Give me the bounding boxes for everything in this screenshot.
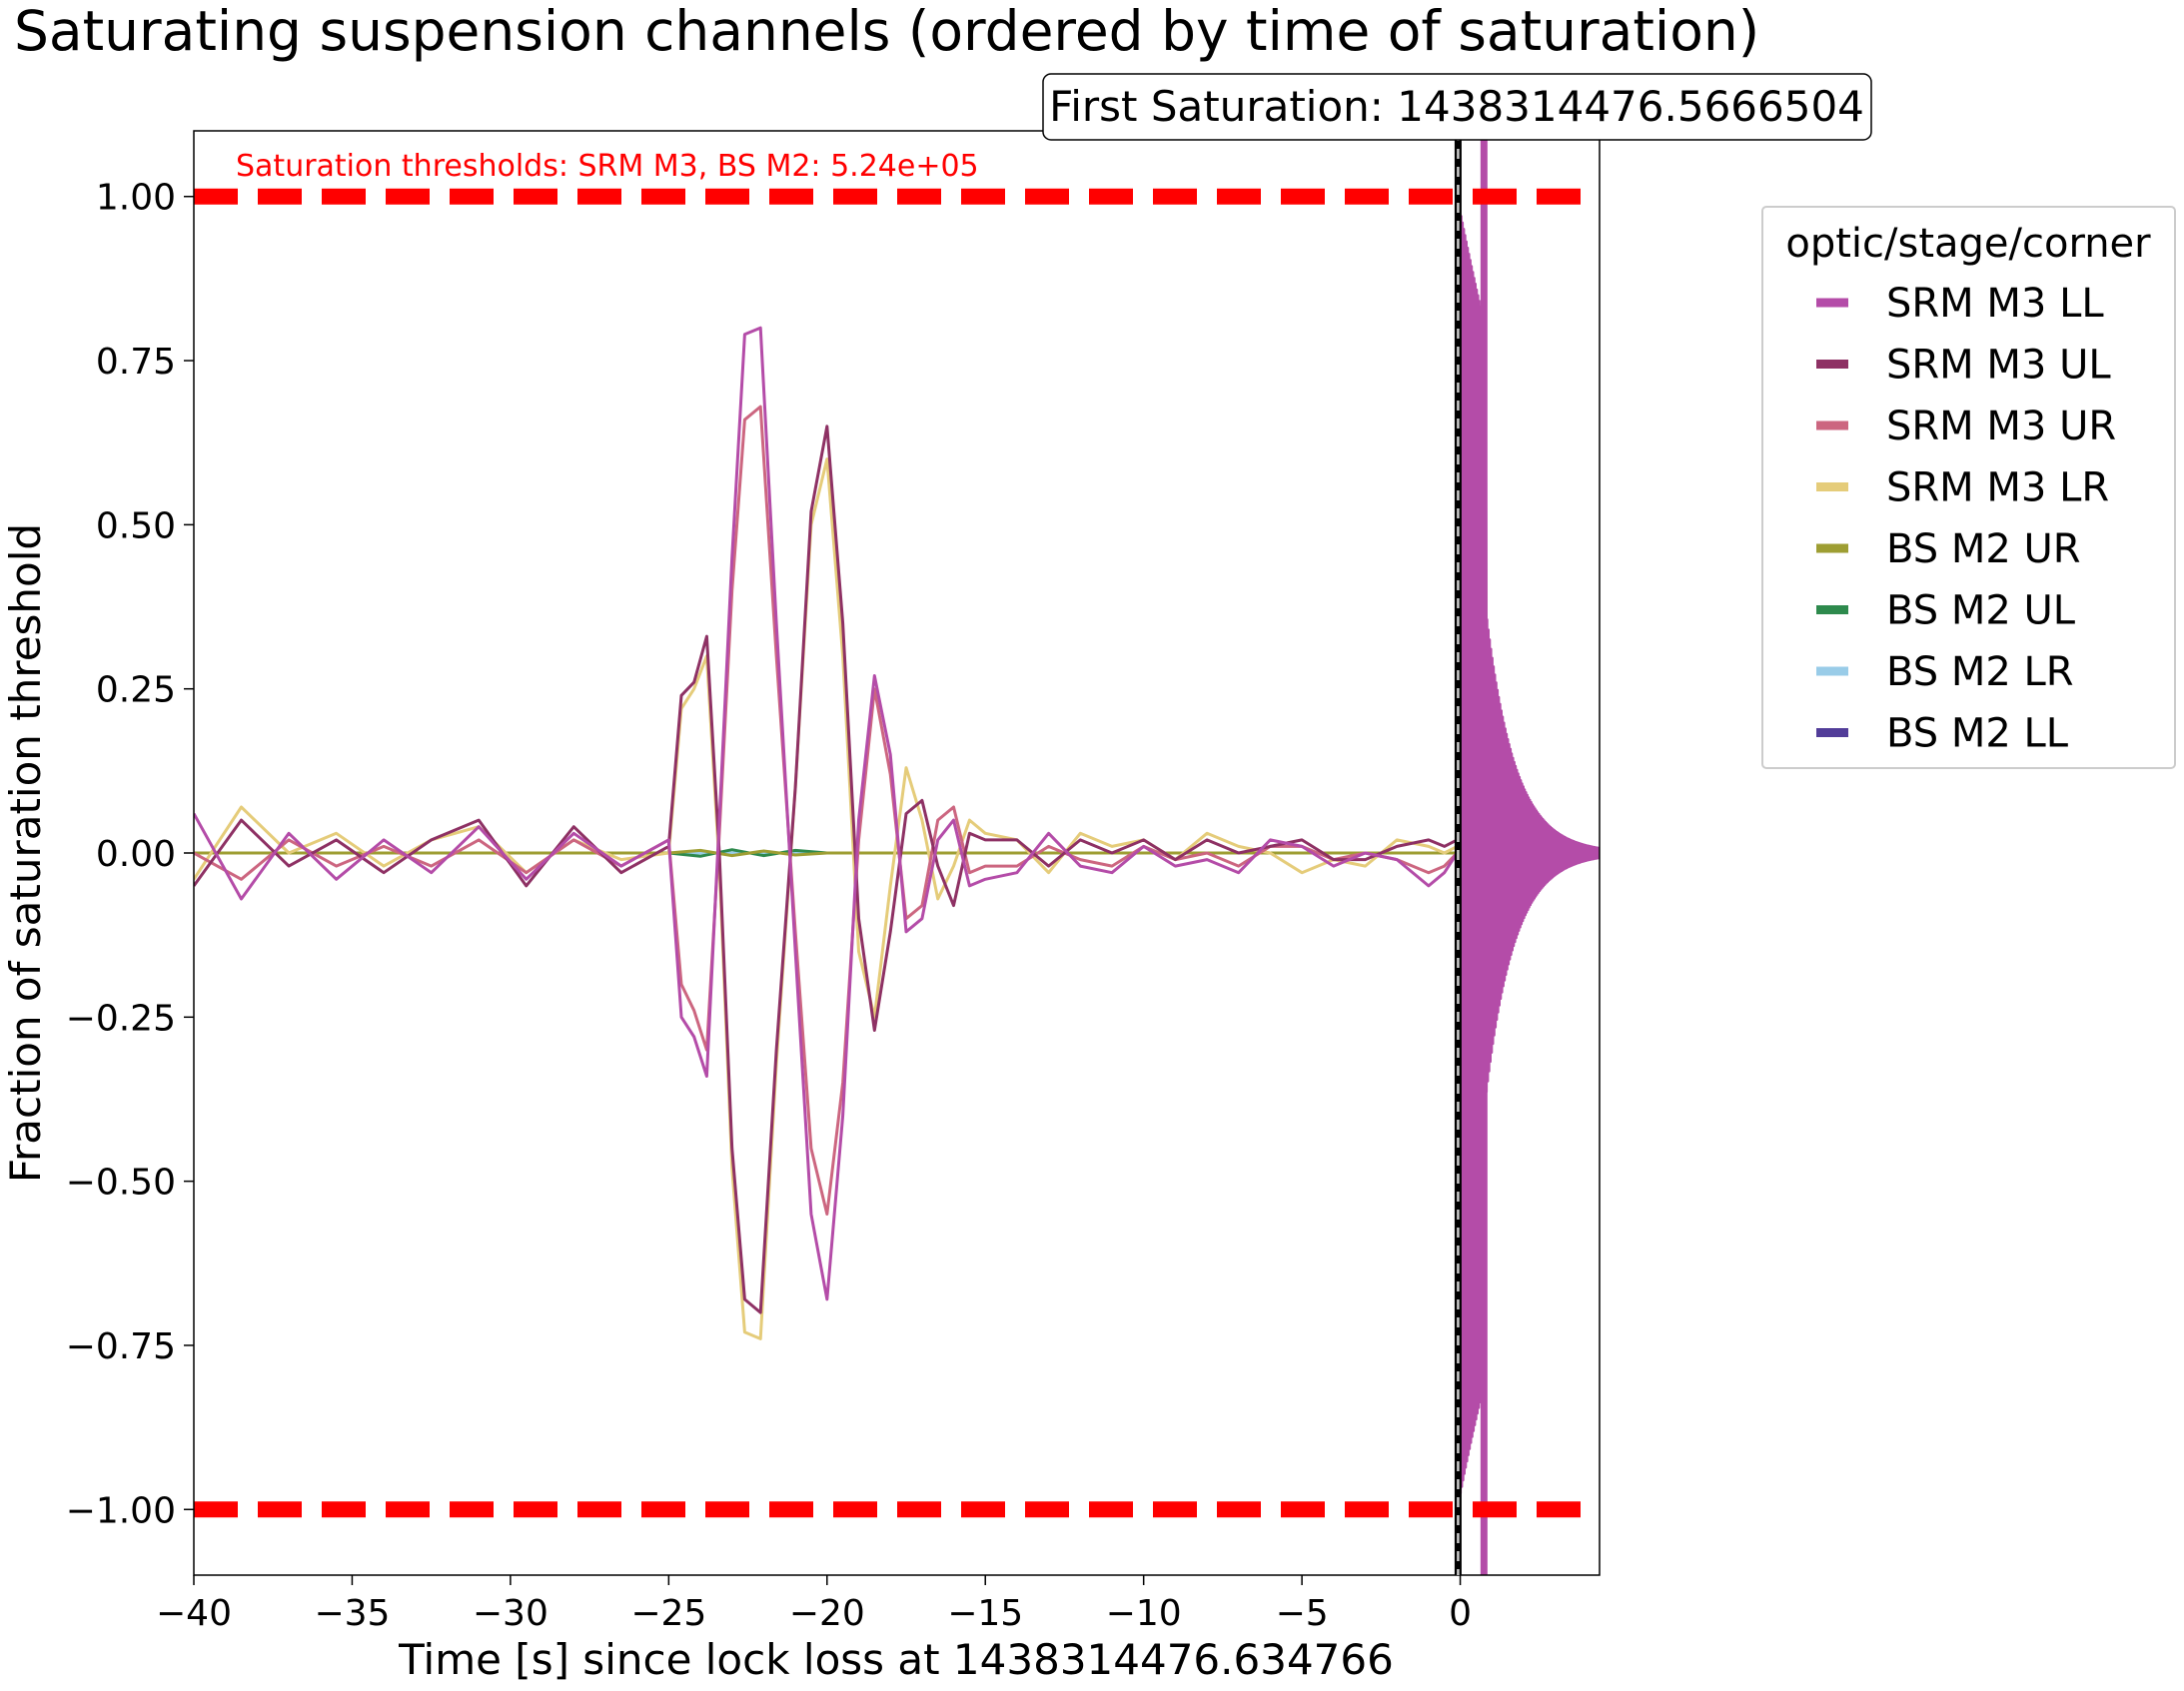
legend-label-bs-m2-lr: BS M2 LR xyxy=(1886,649,2074,695)
legend-label-srm-m3-ll: SRM M3 LL xyxy=(1886,281,2104,327)
x-tick-label: −5 xyxy=(1276,1593,1329,1634)
x-tick-label: −20 xyxy=(789,1593,865,1634)
x-tick-label: −35 xyxy=(314,1593,390,1634)
x-tick-label: −25 xyxy=(630,1593,706,1634)
legend-label-srm-m3-ul: SRM M3 UL xyxy=(1886,343,2111,389)
y-tick-label: −0.25 xyxy=(66,998,176,1039)
legend-label-bs-m2-ur: BS M2 UR xyxy=(1886,526,2081,572)
first-saturation-label: First Saturation: 1438314476.5666504 xyxy=(1049,82,1864,131)
legend-label-bs-m2-ll: BS M2 LL xyxy=(1886,711,2069,757)
legend-box xyxy=(1761,206,2176,769)
x-axis-label: Time [s] since lock loss at 1438314476.6… xyxy=(398,1635,1394,1684)
legend-title: optic/stage/corner xyxy=(1785,221,2151,267)
first-saturation-box xyxy=(1042,73,1872,141)
x-axis: −40 −35 −30 −25 −20 −15 −10 −5 0 xyxy=(156,1575,1472,1634)
y-tick-label: 0.50 xyxy=(96,505,176,546)
threshold-lines xyxy=(194,188,1600,1518)
x-tick-label: −10 xyxy=(1106,1593,1182,1634)
legend-label-srm-m3-lr: SRM M3 LR xyxy=(1886,465,2109,511)
threshold-annotation: Saturation thresholds: SRM M3, BS M2: 5.… xyxy=(236,149,979,184)
x-tick-label: −30 xyxy=(473,1593,548,1634)
x-tick-label: −40 xyxy=(156,1593,232,1634)
y-axis: 1.00 0.75 0.50 0.25 0.00 −0.25 −0.50 −0.75 −1.00 xyxy=(66,178,194,1531)
legend-items: SRM M3 LL SRM M3 UL SRM M3 UR SRM M3 LR BS M… xyxy=(1816,281,2116,757)
x-tick-label: 0 xyxy=(1449,1593,1472,1634)
legend-label-srm-m3-ur: SRM M3 UR xyxy=(1886,404,2116,449)
y-tick-label: 0.25 xyxy=(96,670,176,711)
y-tick-label: −1.00 xyxy=(66,1490,176,1531)
x-tick-label: −15 xyxy=(947,1593,1023,1634)
chart-title: Saturating suspension channels (ordered … xyxy=(14,0,1759,63)
y-tick-label: −0.75 xyxy=(66,1326,176,1367)
y-tick-label: −0.50 xyxy=(66,1163,176,1204)
series-line-srm-m3-ll xyxy=(194,195,1600,1508)
y-tick-label: 0.75 xyxy=(96,342,176,383)
series-group xyxy=(194,131,1600,1575)
y-tick-label: 0.00 xyxy=(96,834,176,875)
legend-label-bs-m2-ul: BS M2 UL xyxy=(1886,588,2076,634)
series-line-bs-m2-ur xyxy=(194,359,1600,1344)
y-axis-label: Fraction of saturation threshold xyxy=(1,523,50,1183)
y-tick-label: 1.00 xyxy=(96,178,176,219)
